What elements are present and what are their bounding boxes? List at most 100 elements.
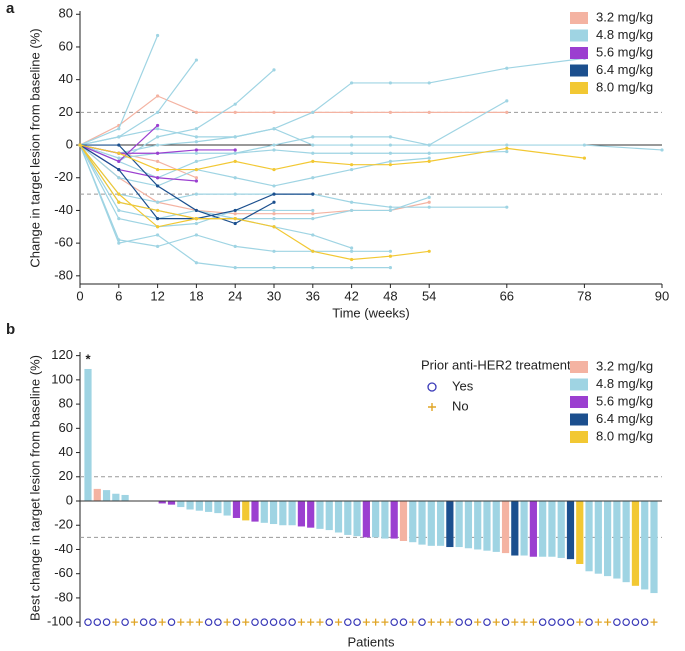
bar [260,501,268,523]
marker-yes [344,618,352,626]
bar [362,501,370,538]
y-tick-label: 20 [59,104,73,119]
point [272,184,276,188]
point [311,135,315,139]
marker-yes [84,618,92,626]
point [388,163,392,167]
point [427,151,431,155]
x-tick-label: 12 [150,288,164,303]
x-tick-label: 54 [422,288,436,303]
marker-no [130,618,138,626]
legend-swatch [570,47,588,59]
point [350,135,354,139]
bar [585,501,593,572]
point [272,266,276,270]
marker-yes [622,618,630,626]
y-tick-label: 60 [59,420,73,435]
point [388,143,392,147]
series-line [79,144,585,171]
bar [483,501,491,551]
bar [297,501,306,527]
point [156,143,160,147]
bar [613,501,621,579]
y-tick-label: 0 [66,136,73,151]
legend-swatch [570,396,588,408]
y-tick-label: -40 [54,202,73,217]
point [272,212,276,216]
point [311,266,315,270]
point [194,176,198,180]
point [272,217,276,221]
point [427,156,431,160]
x-tick-label: 6 [115,288,122,303]
point [194,151,198,155]
point [156,233,160,237]
bar [576,501,584,565]
marker-yes [390,618,398,626]
marker-yes [139,618,148,626]
x-tick-label: 0 [76,288,83,303]
point [156,110,160,114]
point [388,110,392,114]
x-tick-label: 30 [267,288,281,303]
marker-yes [501,618,510,626]
point [233,212,237,216]
y-tick-label: -20 [54,169,73,184]
point [194,221,198,226]
legend-swatch [570,378,588,391]
marker-yes [251,618,259,626]
point [194,135,198,139]
legend-swatch [570,361,588,373]
point [272,249,276,253]
marker-no [186,618,194,626]
marker-no [492,618,500,626]
marker-no [158,618,166,626]
point [311,233,315,237]
series-line [79,57,585,146]
marker-yes [214,618,222,626]
marker-yes [566,618,575,626]
series-line [79,128,663,154]
point [117,192,121,196]
legend-swatch [570,82,588,94]
marker-yes [279,618,287,626]
point [194,110,198,114]
point [272,110,276,114]
point [350,167,354,172]
marker-yes [232,618,241,626]
x-axis-label: Time (weeks) [332,305,410,320]
point [272,143,276,147]
bar [455,501,463,548]
point [311,212,315,216]
bar [279,501,287,526]
bar [325,501,333,531]
marker-yes [455,618,463,626]
point [311,208,315,213]
point [194,261,198,265]
marker-no [427,618,435,626]
bar [269,501,278,525]
point [350,110,354,114]
point [156,127,160,131]
point [156,176,160,180]
panel-label: a [6,0,15,17]
point [233,221,237,226]
marker-yes [167,618,176,626]
point [311,151,315,155]
point [311,249,315,253]
point [233,266,237,270]
bar [102,490,111,502]
legend-marker [427,382,437,392]
point [582,156,587,160]
y-tick-label: -20 [54,517,73,532]
y-tick-label: 60 [59,38,73,53]
point [117,127,121,131]
point [194,217,198,221]
annotation: * [85,351,91,366]
y-tick-label: -80 [54,589,73,604]
point [194,233,198,237]
x-tick-label: 78 [577,288,591,303]
marker-no [511,618,519,626]
point [388,205,392,209]
